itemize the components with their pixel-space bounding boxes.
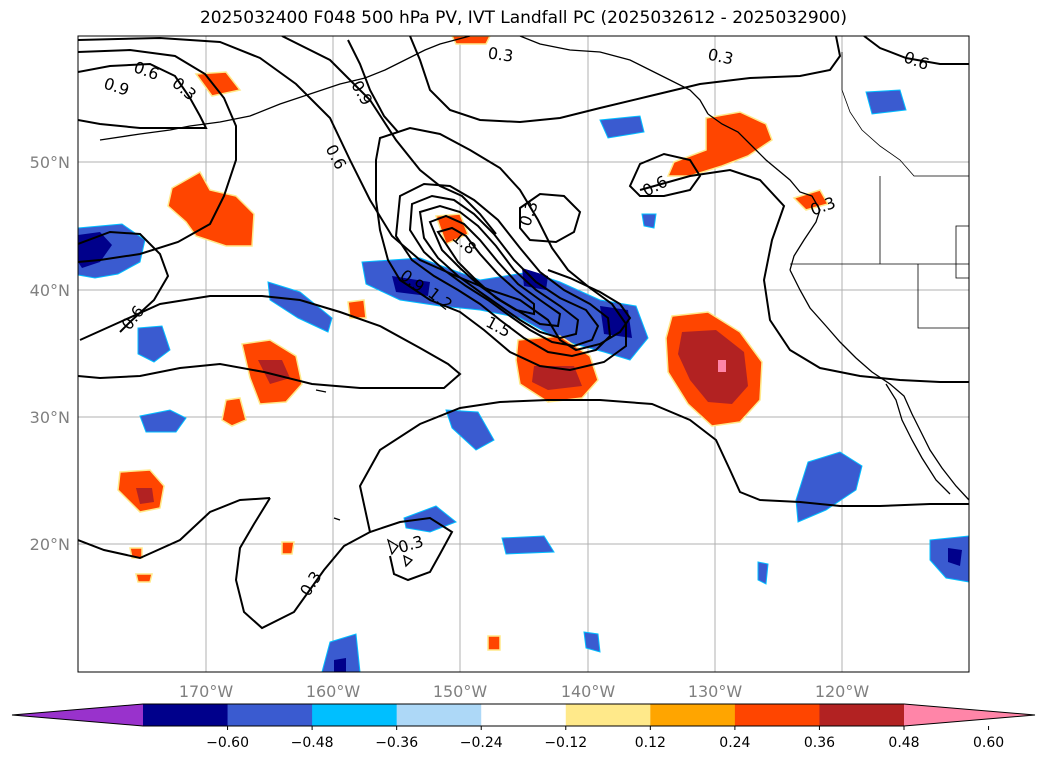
fill-region xyxy=(487,635,501,651)
colorbar: −0.60 −0.48 −0.36 −0.24 −0.12 0.12 0.24 0.36 0.4… xyxy=(11,703,1036,751)
fill-region xyxy=(641,213,657,229)
fill-region xyxy=(139,409,187,433)
fill-region xyxy=(451,36,491,45)
contour-label: 0.3 xyxy=(706,45,735,69)
fill-region xyxy=(532,366,582,390)
colorbar-tick-label: 0.36 xyxy=(804,735,835,751)
lon-label: 130°W xyxy=(688,682,743,701)
map-frame xyxy=(77,35,970,673)
fill-region xyxy=(865,89,907,115)
colorbar-tick-label: 0.48 xyxy=(888,735,919,751)
colorbar-swatches xyxy=(11,703,1036,727)
colorbar-tick-label: 0.60 xyxy=(973,735,1004,751)
colorbar-swatch xyxy=(481,704,567,726)
fill-region xyxy=(948,548,962,566)
lat-label: 20°N xyxy=(30,535,70,554)
fill-region xyxy=(757,561,769,585)
lon-label: 150°W xyxy=(433,682,488,701)
colorbar-tick-label: −0.48 xyxy=(291,735,334,751)
fill-region xyxy=(321,633,361,672)
contour-label: 0.6 xyxy=(901,47,931,74)
lat-label: 30°N xyxy=(30,408,70,427)
plot-title: 2025032400 F048 500 hPa PV, IVT Landfall… xyxy=(199,8,847,28)
fill-region xyxy=(678,330,748,404)
lat-label: 50°N xyxy=(30,153,70,172)
colorbar-swatch xyxy=(312,704,398,726)
colorbar-swatch xyxy=(819,704,905,726)
colorbar-swatch xyxy=(734,704,820,726)
fill-region xyxy=(666,111,773,177)
colorbar-swatch xyxy=(565,704,651,726)
contour-label: 0.3 xyxy=(168,73,200,104)
fill-region xyxy=(347,299,367,319)
colorbar-tick-label: −0.36 xyxy=(375,735,418,751)
fill-region xyxy=(583,631,601,653)
fill-region xyxy=(445,409,495,451)
colorbar-swatch xyxy=(143,704,229,726)
colorbar-outline xyxy=(11,703,1036,727)
political-borders xyxy=(790,52,969,329)
contour-label: 0.6 xyxy=(322,141,351,172)
contour-label: 0.3 xyxy=(396,532,426,557)
fill-region xyxy=(334,658,346,672)
fill-region xyxy=(194,71,242,97)
lon-label: 160°W xyxy=(306,682,361,701)
ivt-pc-fill xyxy=(78,36,969,672)
colorbar-swatch xyxy=(396,704,482,726)
colorbar-tick-label: 0.12 xyxy=(635,735,666,751)
contour-label: 0.6 xyxy=(131,57,161,84)
fill-region xyxy=(599,115,645,139)
fill-region xyxy=(795,451,863,523)
latitude-labels: 50°N 40°N 30°N 20°N xyxy=(30,153,70,554)
fill-region xyxy=(135,573,153,583)
contour-label: 0.3 xyxy=(487,43,515,65)
contour-label: 0.9 xyxy=(101,74,131,100)
colorbar-extend-low xyxy=(12,704,143,726)
colorbar-swatch xyxy=(650,704,736,726)
fill-region xyxy=(501,535,555,555)
contour-label: 0.3 xyxy=(515,198,542,228)
fill-region xyxy=(718,360,726,372)
colorbar-swatch xyxy=(227,704,313,726)
fill-region xyxy=(258,360,290,384)
lon-label: 120°W xyxy=(815,682,870,701)
fill-region xyxy=(167,170,255,247)
colorbar-tick-label: 0.24 xyxy=(719,735,750,751)
fill-region xyxy=(136,488,154,504)
pv-contours xyxy=(78,36,969,630)
longitude-labels: 170°W 160°W 150°W 140°W 130°W 120°W xyxy=(179,682,870,701)
colorbar-ticks: −0.60 −0.48 −0.36 −0.24 −0.12 0.12 0.24 0.36 0.4… xyxy=(206,726,1004,751)
fill-region xyxy=(137,325,171,363)
lat-label: 40°N xyxy=(30,281,70,300)
fill-region xyxy=(281,541,295,555)
colorbar-tick-label: −0.60 xyxy=(206,735,249,751)
colorbar-extend-high xyxy=(904,704,1035,726)
lon-label: 140°W xyxy=(561,682,616,701)
fill-region xyxy=(600,306,632,338)
fill-region xyxy=(267,281,333,333)
fill-region xyxy=(221,397,247,427)
fill-region xyxy=(792,189,830,211)
lon-label: 170°W xyxy=(179,682,234,701)
map-panel: 0.9 0.6 0.3 0.9 0.3 0.3 0.6 0.6 0.3 0.6 … xyxy=(78,36,969,672)
colorbar-tick-label: −0.12 xyxy=(544,735,587,751)
colorbar-tick-label: −0.24 xyxy=(460,735,503,751)
